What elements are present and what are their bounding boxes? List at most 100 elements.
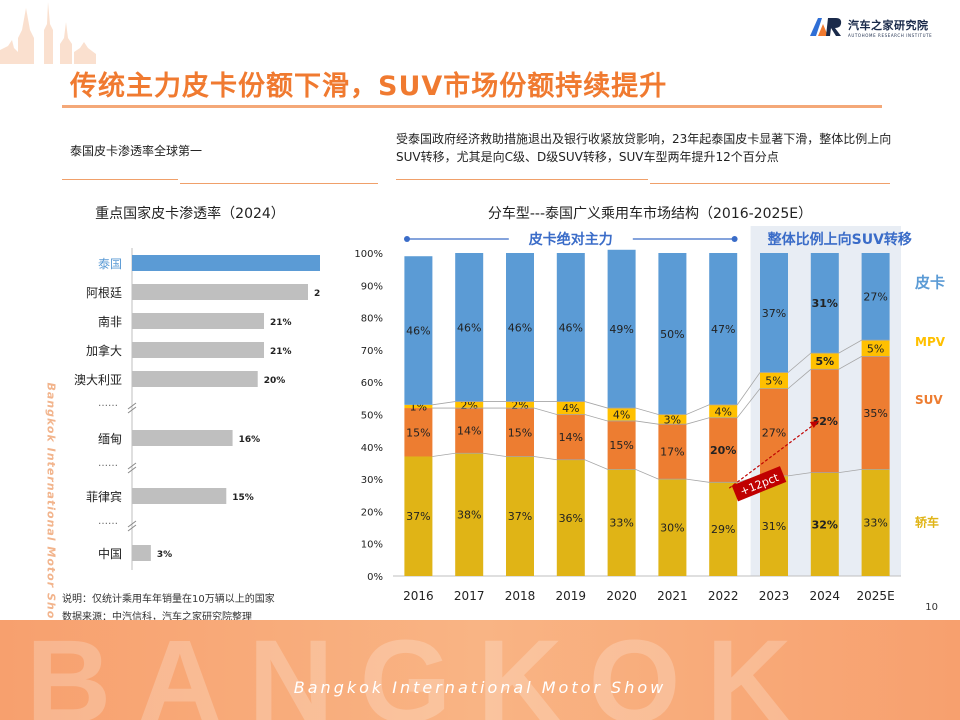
bar-轿车-2021 (658, 479, 687, 576)
series-label-轿车: 轿车 (915, 515, 939, 530)
data-label-SUV-2018: 15% (508, 426, 532, 439)
data-label-轿车-2019: 36% (559, 512, 583, 525)
category-label-7: 中国 (98, 546, 122, 561)
data-label-MPV-2021: 3% (664, 413, 681, 426)
category-label-5: 缅甸 (98, 432, 122, 446)
right-divider (396, 174, 890, 186)
y-tick-label-3: 30% (361, 475, 383, 486)
y-tick-label-0: 0% (367, 572, 383, 583)
bar-MPV-2020 (607, 408, 636, 421)
bar-6 (132, 488, 227, 504)
phase-1-end-dot (731, 236, 738, 242)
bar-SUV-2021 (658, 424, 687, 480)
y-tick-label-10: 100% (354, 249, 383, 260)
bar-皮卡-2020 (607, 249, 636, 409)
category-label-6: 菲律宾 (86, 489, 122, 504)
data-label-皮卡-2017: 46% (457, 321, 481, 334)
bar-SUV-2018 (506, 408, 534, 457)
data-label-轿车-2016: 37% (406, 510, 430, 523)
data-label-轿车-2023: 31% (762, 520, 786, 533)
banner-word: BANGKOK (26, 620, 818, 720)
left-divider (62, 174, 378, 186)
data-label-轿车-2020: 33% (609, 517, 633, 530)
left-chart-title: 重点国家皮卡渗透率（2024） (95, 206, 285, 222)
value-label-5: 16% (239, 435, 261, 445)
x-tick-label-6: 2022 (708, 589, 739, 603)
bar-皮卡-2021 (658, 253, 687, 415)
data-label-MPV-2025E: 5% (867, 342, 884, 355)
x-tick-label-0: 2016 (403, 589, 434, 603)
data-label-轿车-2025E: 33% (863, 517, 887, 530)
bar-轿车-2024 (810, 472, 839, 576)
x-tick-label-7: 2023 (759, 589, 790, 603)
data-label-SUV-2022: 20% (710, 444, 736, 457)
data-label-皮卡-2016: 46% (406, 325, 430, 338)
bar-MPV-2022 (709, 404, 738, 418)
series-label-皮卡: 皮卡 (915, 274, 945, 292)
x-tick-label-3: 2019 (556, 589, 587, 603)
bar-轿车-2022 (709, 482, 738, 576)
data-label-皮卡-2022: 47% (711, 323, 735, 336)
data-label-皮卡-2024: 31% (812, 297, 838, 310)
data-label-SUV-2017: 14% (457, 425, 481, 438)
data-label-皮卡-2021: 50% (660, 328, 684, 341)
data-label-皮卡-2018: 46% (508, 321, 532, 334)
market-structure-chart: 0% 10% 20% 30% 40% 50% 60% 70% 80% 90% 100% 37% 15% 1… (354, 226, 945, 603)
y-tick-label-7: 70% (361, 346, 383, 357)
break-dots-0: …… (98, 398, 118, 409)
value-label-3: 21% (270, 347, 292, 357)
bar-SUV-2019 (556, 414, 585, 460)
bar-皮卡-2017 (455, 253, 484, 402)
boundary-line-0 (432, 452, 890, 483)
value-label-6: 15% (232, 493, 254, 503)
data-label-MPV-2024: 5% (815, 355, 834, 368)
bar-皮卡-2025E (861, 253, 890, 341)
penetration-bar-chart: 泰国31%阿根廷28%南非21%加拿大21%澳大利亚20%缅甸16%菲律宾15%… (74, 248, 320, 570)
x-tick-label-1: 2017 (454, 589, 485, 603)
y-tick-label-4: 40% (361, 443, 383, 454)
bar-2 (132, 313, 264, 329)
bar-MPV-2023 (760, 372, 788, 389)
banner-caption: Bangkok International Motor Show (293, 678, 667, 697)
phase-1-label: 皮卡绝对主力 (528, 231, 613, 248)
x-tick-label-5: 2021 (657, 589, 688, 603)
bar-皮卡-2022 (709, 253, 738, 405)
bar-SUV-2025E (861, 356, 890, 470)
break-dots-1: …… (98, 458, 118, 469)
main-chart-title: 分车型---泰国广义乘用车市场结构（2016-2025E） (487, 206, 813, 222)
data-label-皮卡-2023: 37% (762, 307, 786, 320)
brand-logo: 汽车之家研究院 AUTOHOME RESEARCH INSTITUTE (808, 12, 948, 42)
bar-皮卡-2019 (556, 253, 585, 402)
data-label-轿车-2021: 30% (660, 522, 684, 535)
bar-SUV-2020 (607, 420, 636, 470)
left-note: 泰国皮卡渗透率全球第一 (70, 144, 203, 158)
axis-break-1 (127, 462, 137, 474)
category-label-2: 南非 (98, 314, 122, 329)
value-label-4: 20% (264, 376, 286, 386)
data-label-MPV-2019: 4% (562, 402, 579, 415)
phase-2-label: 整体比例上向SUV转移 (767, 231, 912, 248)
category-label-4: 澳大利亚 (74, 373, 122, 387)
data-label-MPV-2023: 5% (765, 375, 782, 388)
value-label-2: 21% (270, 318, 292, 328)
y-tick-label-8: 80% (361, 314, 383, 325)
data-label-MPV-2018: 2% (511, 399, 528, 412)
bar-皮卡-2016 (404, 256, 433, 405)
bar-MPV-2025E (861, 340, 890, 357)
temple-decoration (0, 2, 96, 64)
category-label-0: 泰国 (98, 257, 122, 271)
page-title: 传统主力皮卡份额下滑，SUV市场份额持续提升 (70, 71, 668, 102)
boundary-line-2 (432, 339, 890, 415)
bar-MPV-2021 (658, 414, 687, 425)
boundary-line-1 (432, 355, 890, 425)
phase-1-label-bg (508, 229, 633, 249)
data-label-SUV-2020: 15% (609, 439, 633, 452)
bar-轿车-2016 (404, 456, 433, 576)
value-label-1: 28% (314, 289, 320, 299)
bar-轿车-2018 (506, 456, 534, 576)
footnote: 说明：仅统计乘用车年销量在10万辆以上的国家 (62, 594, 275, 605)
growth-arrow (728, 420, 820, 489)
data-label-SUV-2021: 17% (660, 446, 684, 459)
bar-皮卡-2018 (506, 253, 534, 402)
bottom-banner: BANGKOK Bangkok International Motor Show (0, 620, 960, 720)
